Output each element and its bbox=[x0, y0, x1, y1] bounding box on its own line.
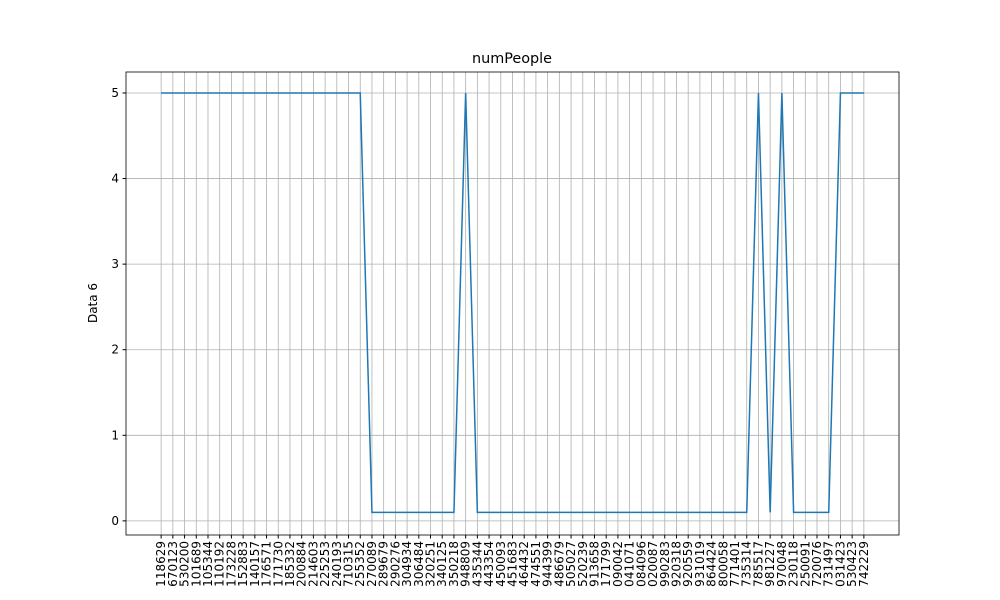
x-tick-label: 152883 bbox=[236, 541, 250, 587]
x-tick-label: 031423 bbox=[833, 541, 847, 587]
x-tick-label: 200884 bbox=[295, 541, 309, 587]
x-tick-label: 290276 bbox=[388, 541, 402, 587]
x-tick-label: 304934 bbox=[400, 541, 414, 587]
x-tick-label: 140157 bbox=[248, 541, 262, 587]
x-tick-label: 118629 bbox=[154, 541, 168, 587]
x-tick-label: 520239 bbox=[576, 541, 590, 587]
x-tick-label: 443354 bbox=[482, 541, 496, 587]
y-tick-label: 4 bbox=[111, 172, 119, 186]
y-axis-label: Data 6 bbox=[86, 283, 100, 323]
x-tick-label: 464432 bbox=[517, 541, 531, 587]
x-tick-label: 710315 bbox=[342, 541, 356, 587]
x-tick-label: 990283 bbox=[658, 541, 672, 587]
x-tick-label: 435344 bbox=[470, 541, 484, 587]
x-tick-label: 735314 bbox=[740, 541, 754, 587]
x-tick-label: 225253 bbox=[318, 541, 332, 587]
x-tick-label: 041071 bbox=[623, 541, 637, 587]
x-tick-label: 176571 bbox=[260, 541, 274, 587]
x-tick-label: 486679 bbox=[552, 541, 566, 587]
x-tick-label: 800058 bbox=[716, 541, 730, 587]
x-tick-label: 306484 bbox=[412, 541, 426, 587]
y-tick-label: 0 bbox=[111, 514, 119, 528]
x-tick-label: 931019 bbox=[693, 541, 707, 587]
x-tick-label: 981227 bbox=[763, 541, 777, 587]
x-tick-label: 340125 bbox=[435, 541, 449, 587]
x-tick-label: 350218 bbox=[447, 541, 461, 587]
y-tick-label: 5 bbox=[111, 86, 119, 100]
chart-title: numPeople bbox=[472, 51, 552, 67]
x-tick-label: 530423 bbox=[845, 541, 859, 587]
x-tick-label: 020087 bbox=[646, 541, 660, 587]
x-tick-label: 240193 bbox=[330, 541, 344, 587]
x-tick-label: 289679 bbox=[377, 541, 391, 587]
x-tick-label: 173228 bbox=[224, 541, 238, 587]
x-tick-label: 185332 bbox=[283, 541, 297, 587]
x-tick-label: 250091 bbox=[798, 541, 812, 587]
x-tick-label: 474551 bbox=[529, 541, 543, 587]
x-tick-label: 090042 bbox=[611, 541, 625, 587]
x-tick-label: 171730 bbox=[271, 541, 285, 587]
x-tick-label: 084096 bbox=[634, 541, 648, 587]
x-tick-label: 270089 bbox=[365, 541, 379, 587]
x-tick-label: 230118 bbox=[787, 541, 801, 587]
x-tick-label: 970048 bbox=[775, 541, 789, 587]
x-tick-label: 670123 bbox=[166, 541, 180, 587]
x-tick-label: 214603 bbox=[306, 541, 320, 587]
x-tick-label: 451683 bbox=[506, 541, 520, 587]
x-tick-label: 742229 bbox=[857, 541, 871, 587]
x-tick-label: 505027 bbox=[564, 541, 578, 587]
x-tick-label: 864424 bbox=[705, 541, 719, 587]
x-tick-label: 944399 bbox=[541, 541, 555, 587]
x-tick-label: 320251 bbox=[424, 541, 438, 587]
x-tick-label: 101689 bbox=[189, 541, 203, 587]
x-tick-label: 913658 bbox=[587, 541, 601, 587]
x-tick-label: 255352 bbox=[353, 541, 367, 587]
x-tick-label: 920318 bbox=[669, 541, 683, 587]
x-tick-label: 171799 bbox=[599, 541, 613, 587]
x-tick-label: 530200 bbox=[178, 541, 192, 587]
y-tick-label: 3 bbox=[111, 257, 119, 271]
x-tick-label: 110192 bbox=[213, 541, 227, 587]
x-tick-label: 450093 bbox=[494, 541, 508, 587]
plot-frame bbox=[125, 71, 900, 536]
x-tick-label: 785517 bbox=[751, 541, 765, 587]
y-tick-label: 2 bbox=[111, 343, 119, 357]
x-tick-label: 771401 bbox=[728, 541, 742, 587]
line bbox=[161, 92, 864, 514]
x-tick-label: 720076 bbox=[810, 541, 824, 587]
x-tick-label: 948809 bbox=[459, 541, 473, 587]
x-tick-label: 731497 bbox=[822, 541, 836, 587]
y-tick-label: 1 bbox=[111, 428, 119, 442]
x-tick-label: 920559 bbox=[681, 541, 695, 587]
x-tick-label: 105344 bbox=[201, 541, 215, 587]
